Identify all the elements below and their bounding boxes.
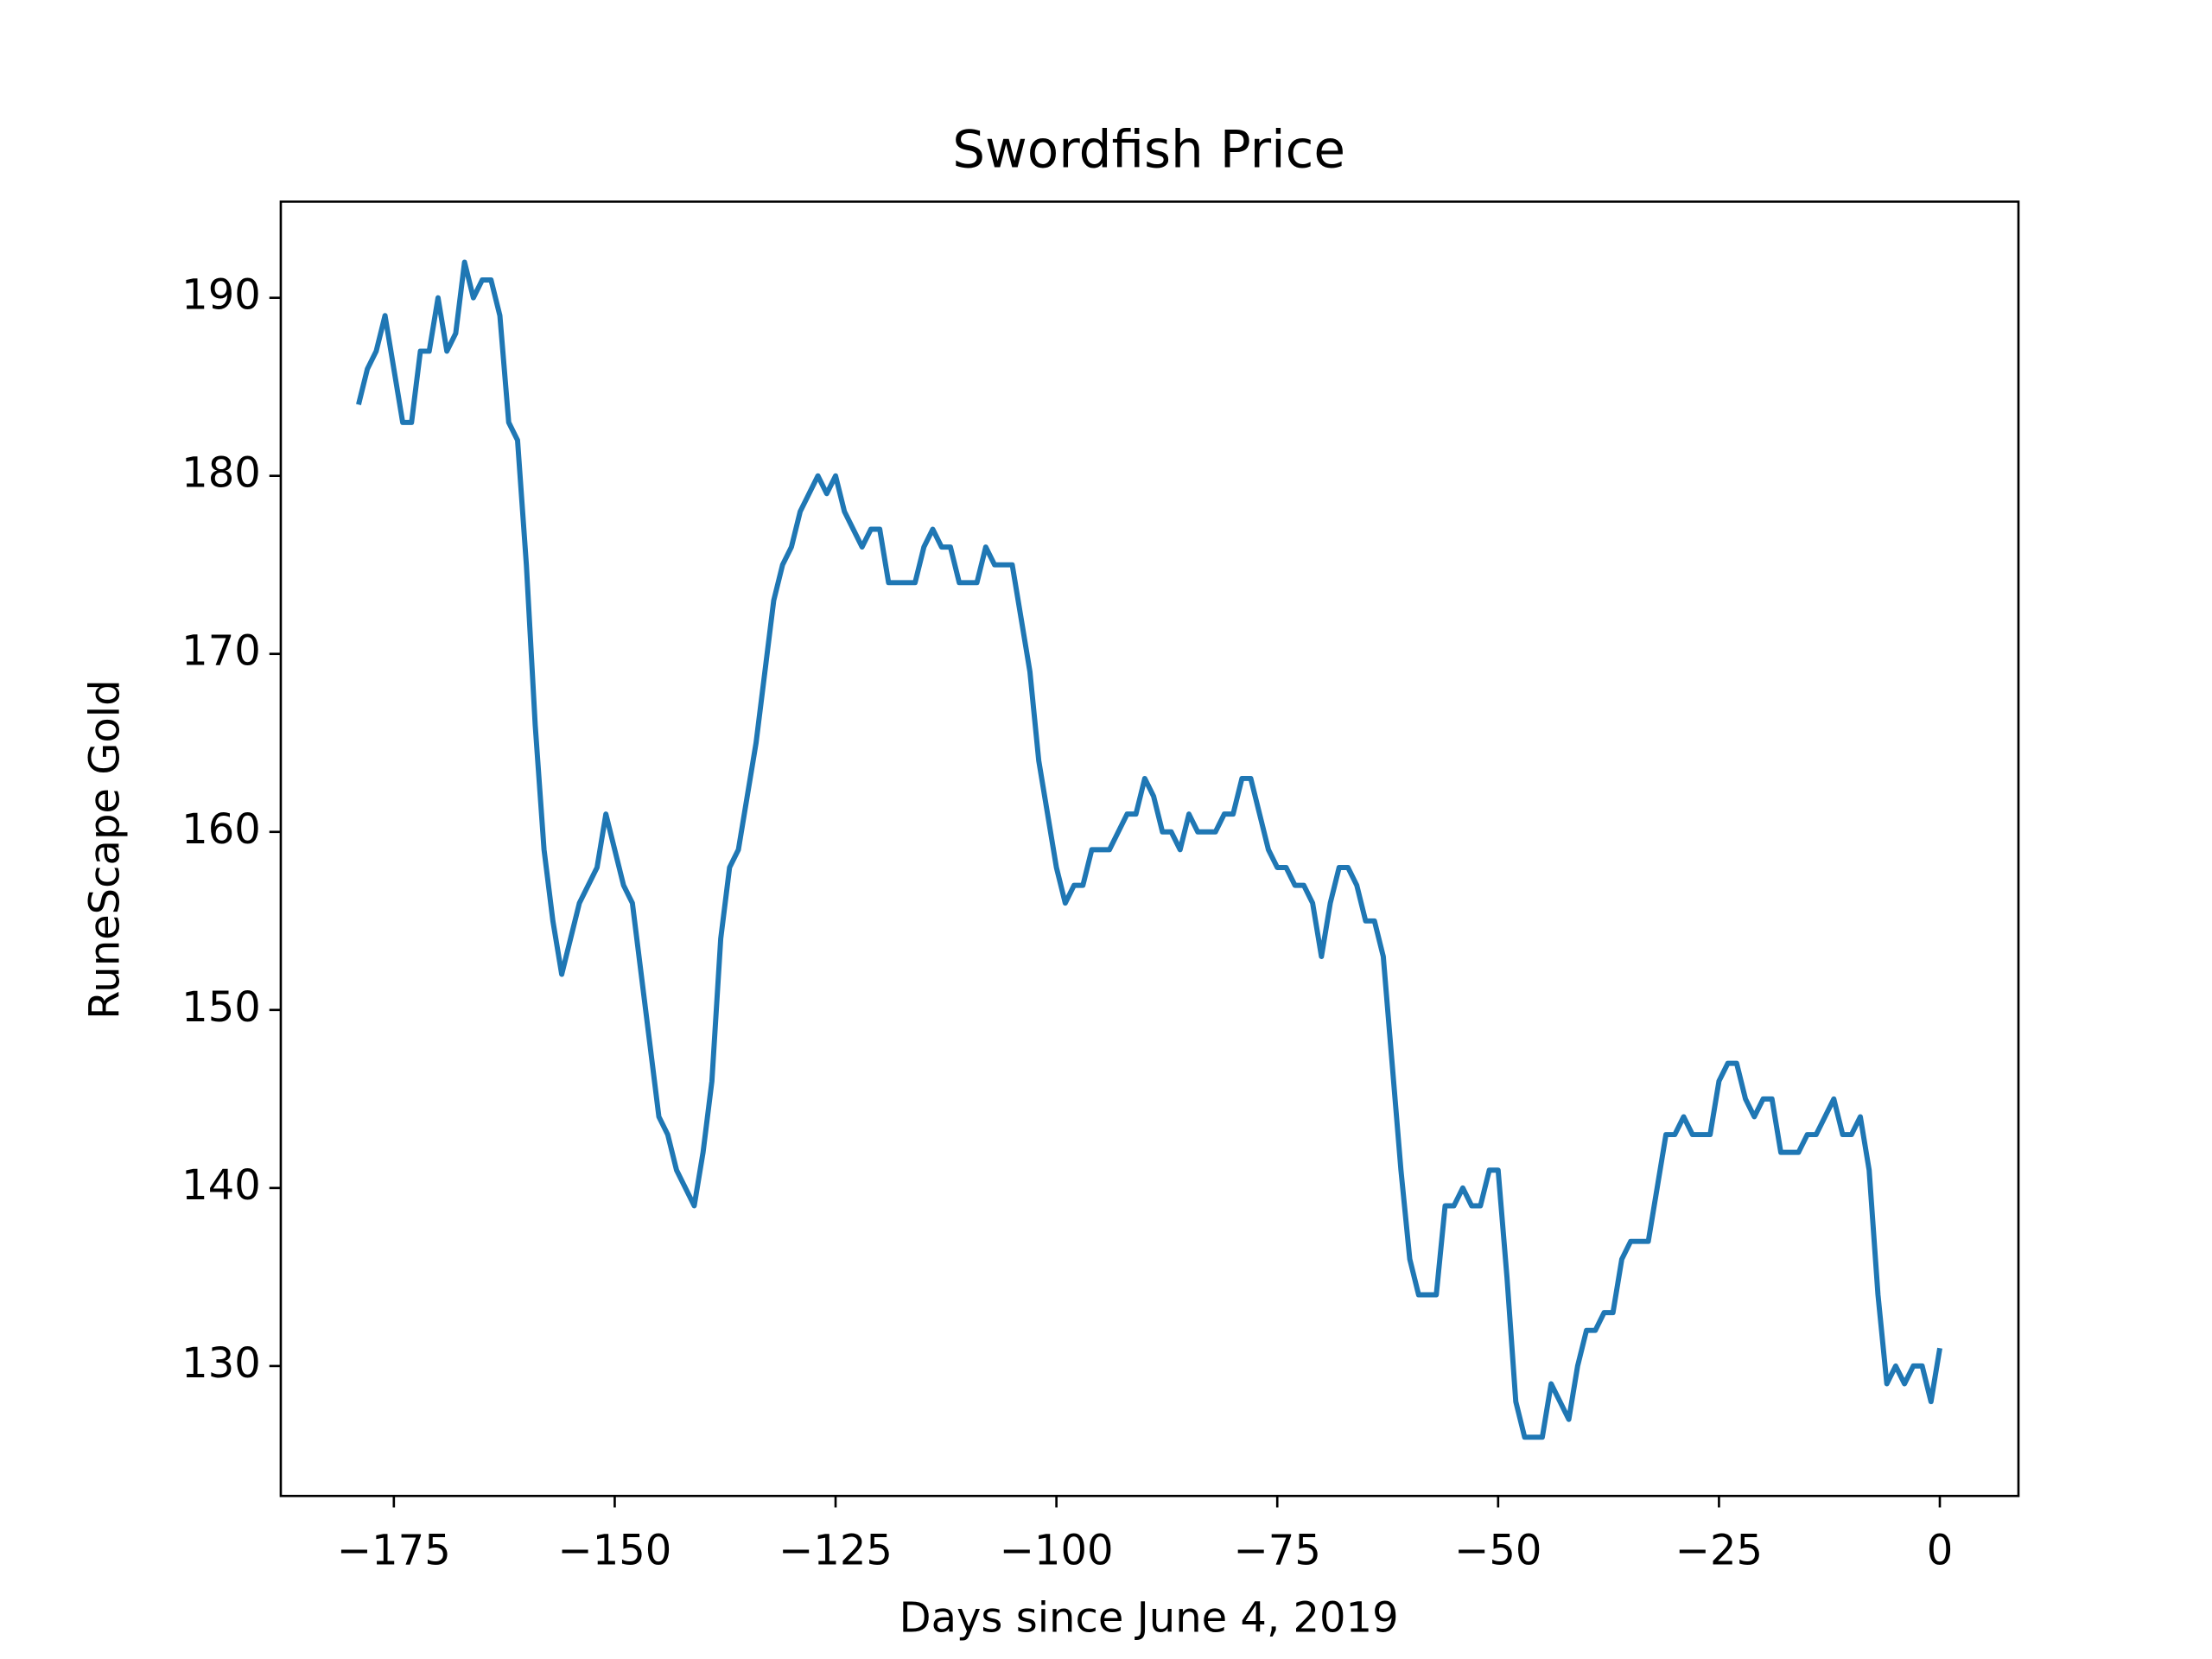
y-tick-label: 190 <box>181 271 261 320</box>
x-tick-label: −75 <box>1234 1527 1321 1575</box>
y-tick-label: 150 <box>181 983 261 1032</box>
chart-title: Swordfish Price <box>952 121 1345 181</box>
line-series <box>356 259 1942 1440</box>
y-tick-label: 130 <box>181 1339 261 1388</box>
x-tick-label: −50 <box>1454 1527 1541 1575</box>
plot-frame <box>279 200 2020 1497</box>
y-tick-label: 170 <box>181 627 261 676</box>
x-tick-label: −25 <box>1675 1527 1763 1575</box>
y-tick-label: 160 <box>181 805 261 854</box>
x-axis-label: Days since June 4, 2019 <box>899 1593 1399 1642</box>
y-axis-label: RuneScape Gold <box>81 679 130 1019</box>
x-tick-label: 0 <box>1927 1527 1954 1575</box>
x-tick-label: −150 <box>558 1527 672 1575</box>
x-tick-label: −175 <box>337 1527 451 1575</box>
y-tick-label: 140 <box>181 1161 261 1210</box>
y-tick-label: 180 <box>181 449 261 498</box>
x-tick-label: −100 <box>1000 1527 1114 1575</box>
x-tick-label: −125 <box>779 1527 893 1575</box>
